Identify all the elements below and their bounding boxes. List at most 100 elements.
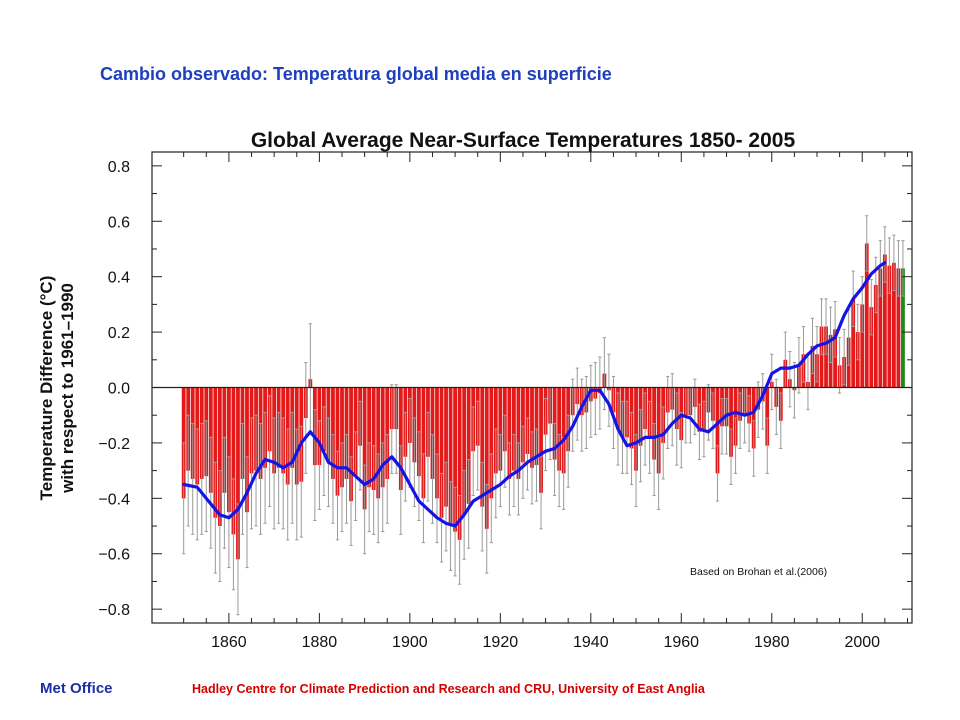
error-bar-1921 <box>503 414 507 488</box>
error-bar-1981 <box>774 378 778 436</box>
bar-1861 <box>231 387 236 535</box>
error-bar-1873 <box>286 428 290 541</box>
error-bar-1972 <box>733 417 738 474</box>
error-bar-1984 <box>788 350 792 408</box>
error-bar-1989 <box>810 317 815 375</box>
bar-1906 <box>435 387 439 499</box>
smoothed-line <box>182 261 887 528</box>
error-bar-1930 <box>543 398 548 472</box>
error-bar-1893 <box>376 453 380 544</box>
error-bar-1920 <box>498 434 502 508</box>
error-bar-1985 <box>792 362 796 419</box>
x-tick-label-2000: 2000 <box>844 634 880 651</box>
bar-1883 <box>331 387 335 479</box>
x-tick-label-1940: 1940 <box>573 634 609 651</box>
error-bar-1992 <box>824 298 828 355</box>
error-bar-1987 <box>801 326 806 383</box>
error-bar-1850 <box>182 442 186 555</box>
bar-1913 <box>466 387 471 504</box>
error-bar-1922 <box>507 442 511 516</box>
error-bar-1858 <box>218 470 222 582</box>
bar-1898 <box>398 387 403 491</box>
error-bar-1883 <box>331 434 335 524</box>
error-bar-2004 <box>878 240 882 297</box>
bar-1905 <box>430 387 435 479</box>
bar-2009 <box>901 268 905 388</box>
x-tick-labels: 1860 1880 1900 1920 1940 1960 1980 2000 <box>211 634 880 651</box>
error-bar-1937 <box>575 367 579 441</box>
x-tick-label-1860: 1860 <box>211 634 247 651</box>
error-bar-1877 <box>304 362 308 474</box>
error-bar-1952 <box>643 392 647 466</box>
bar-1991 <box>819 326 824 388</box>
bar-1927 <box>530 387 534 468</box>
error-bar-1950 <box>634 434 638 508</box>
bar-1933 <box>557 387 562 471</box>
y-tick-label-2: 0.4 <box>108 270 130 287</box>
error-bar-1904 <box>426 411 430 502</box>
error-bar-1903 <box>421 453 426 544</box>
error-bar-2001 <box>865 215 869 272</box>
bar-1885 <box>340 387 344 488</box>
error-bar-1982 <box>779 392 783 449</box>
bar-2004 <box>878 268 883 388</box>
error-bar-1926 <box>525 417 530 491</box>
error-bar-1856 <box>209 436 213 549</box>
error-bar-1968 <box>715 445 720 502</box>
citation-annotation: Based on Brohan et al.(2006) <box>690 566 827 578</box>
y-tick-label-0: 0.8 <box>108 159 130 176</box>
bar-1950 <box>634 387 638 471</box>
error-bar-1868 <box>263 411 267 524</box>
x-tick-label-1920: 1920 <box>483 634 519 651</box>
error-bar-1897 <box>394 384 398 474</box>
error-bar-1979 <box>765 417 769 474</box>
bar-1912 <box>462 387 467 515</box>
error-bar-1970 <box>724 398 729 455</box>
bar-1886 <box>344 387 349 479</box>
bar-2002 <box>869 307 874 388</box>
error-bar-1923 <box>512 434 516 508</box>
error-bar-1938 <box>580 378 584 452</box>
bar-1887 <box>349 387 353 502</box>
bar-1857 <box>213 387 218 518</box>
y-axis-label-line1: Temperature Difference (°C) <box>37 276 56 501</box>
error-bar-1851 <box>186 414 190 527</box>
error-bar-1954 <box>652 423 656 497</box>
error-bar-1867 <box>258 423 263 535</box>
error-bar-1907 <box>439 472 444 563</box>
error-bar-2002 <box>869 278 873 336</box>
error-bars <box>182 215 905 616</box>
error-bar-1879 <box>313 409 317 521</box>
error-bar-1939 <box>584 375 588 449</box>
y-tick-label-7: −0.6 <box>98 547 130 564</box>
error-bar-1890 <box>363 464 367 555</box>
error-bar-1892 <box>372 445 376 535</box>
bar-1998 <box>851 298 856 388</box>
error-bar-1924 <box>516 442 521 516</box>
error-bar-1861 <box>231 478 236 591</box>
bar-1910 <box>453 387 457 532</box>
error-bar-1969 <box>720 398 724 455</box>
error-bar-1886 <box>344 434 349 524</box>
error-bar-1855 <box>204 420 208 533</box>
error-bar-1995 <box>838 337 842 394</box>
error-bar-2008 <box>896 240 901 297</box>
bar-1925 <box>521 387 525 463</box>
error-bar-1928 <box>534 428 539 502</box>
error-bar-1957 <box>666 375 670 449</box>
bar-1955 <box>656 387 661 474</box>
error-bar-1994 <box>833 301 837 358</box>
bar-2007 <box>892 262 896 388</box>
y-tick-label-1: 0.6 <box>108 214 130 231</box>
error-bar-1874 <box>290 411 294 524</box>
error-bar-2007 <box>892 234 896 292</box>
error-bar-1919 <box>494 428 498 519</box>
bar-1994 <box>833 329 837 388</box>
met-office-logo-text: Met Office <box>40 680 113 697</box>
error-bar-1949 <box>629 411 634 485</box>
error-bar-1976 <box>752 420 756 477</box>
error-bar-1864 <box>245 456 249 569</box>
error-bar-1853 <box>195 428 199 541</box>
error-bar-1895 <box>385 434 389 524</box>
error-bar-1854 <box>200 423 204 535</box>
